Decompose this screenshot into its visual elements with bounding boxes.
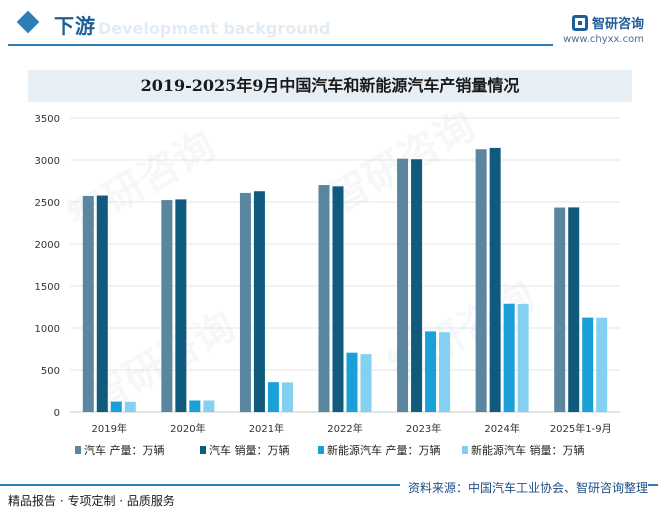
y-tick-label: 500 [41, 366, 60, 377]
bar [175, 199, 187, 412]
legend-swatch [318, 446, 324, 454]
bar [281, 382, 293, 412]
legend-swatch [75, 446, 81, 454]
bar [346, 352, 358, 412]
bar [475, 149, 487, 413]
y-tick-label: 1000 [35, 324, 60, 335]
y-tick-label: 3000 [35, 156, 60, 167]
brand-name: 智研咨询 [591, 17, 644, 32]
x-tick-label: 2023年 [406, 422, 441, 435]
y-tick-label: 0 [54, 408, 60, 419]
x-tick-label: 2025年1-9月 [550, 422, 612, 435]
legend-label: 新能源汽车 产量：万辆 [327, 443, 441, 457]
bar [425, 331, 437, 412]
brand: 智研咨询 www.chyxx.com [563, 12, 644, 45]
chart-title-band: 2019-2025年9月中国汽车和新能源汽车产销量情况 [28, 70, 632, 102]
bar [267, 382, 279, 412]
bar [82, 195, 94, 412]
bar-chart: 0 500 1000 1500 2000 2500 3000 3500 2019年 2020年 20… [35, 114, 620, 457]
y-tick-label: 2000 [35, 240, 60, 251]
bar [203, 400, 215, 412]
bar [489, 147, 501, 412]
legend-swatch [200, 446, 206, 454]
x-tick-label: 2024年 [484, 422, 519, 435]
bar [318, 185, 330, 412]
bar [439, 332, 451, 412]
legend-label: 汽车 销量：万辆 [209, 443, 290, 457]
bar [596, 317, 608, 412]
source-note: 资料来源：中国汽车工业协会、智研咨询整理 [399, 479, 648, 496]
bar [503, 303, 515, 412]
chart-title: 2019-2025年9月中国汽车和新能源汽车产销量情况 [140, 76, 520, 95]
y-tick-label: 1500 [35, 282, 60, 293]
footer-divider [0, 484, 658, 486]
y-tick-label: 3500 [35, 114, 60, 125]
header-divider [8, 44, 553, 46]
brand-url: www.chyxx.com [563, 34, 644, 45]
x-tick-label: 2020年 [170, 422, 205, 435]
bar [189, 400, 201, 412]
bar [554, 207, 566, 412]
bar [332, 186, 344, 412]
legend-swatch [462, 446, 468, 454]
bar [397, 158, 409, 412]
bar [239, 192, 251, 412]
x-tick-label: 2021年 [249, 422, 284, 435]
x-tick-label: 2019年 [92, 422, 127, 435]
diamond-icon [16, 10, 40, 34]
legend-label: 汽车 产量：万辆 [84, 443, 165, 457]
bar [517, 303, 529, 412]
background-text: Development background [98, 19, 331, 38]
bar [110, 401, 122, 412]
bar [253, 191, 265, 412]
x-tick-label: 2022年 [327, 422, 362, 435]
footer-tagline: 精品报告 · 专项定制 · 品质服务 [8, 494, 175, 508]
bar [360, 354, 372, 412]
brand-logo-icon [571, 14, 588, 31]
page-header: 下游 Development background 智研咨询 www.chyxx… [0, 0, 658, 56]
bar [96, 195, 108, 412]
bar [568, 207, 580, 412]
section-title: 下游 [54, 14, 96, 38]
bar [124, 401, 136, 412]
bar [411, 159, 423, 412]
legend-label: 新能源汽车 销量：万辆 [471, 443, 585, 457]
bar [582, 317, 594, 412]
y-tick-label: 2500 [35, 198, 60, 209]
bar [161, 200, 173, 412]
